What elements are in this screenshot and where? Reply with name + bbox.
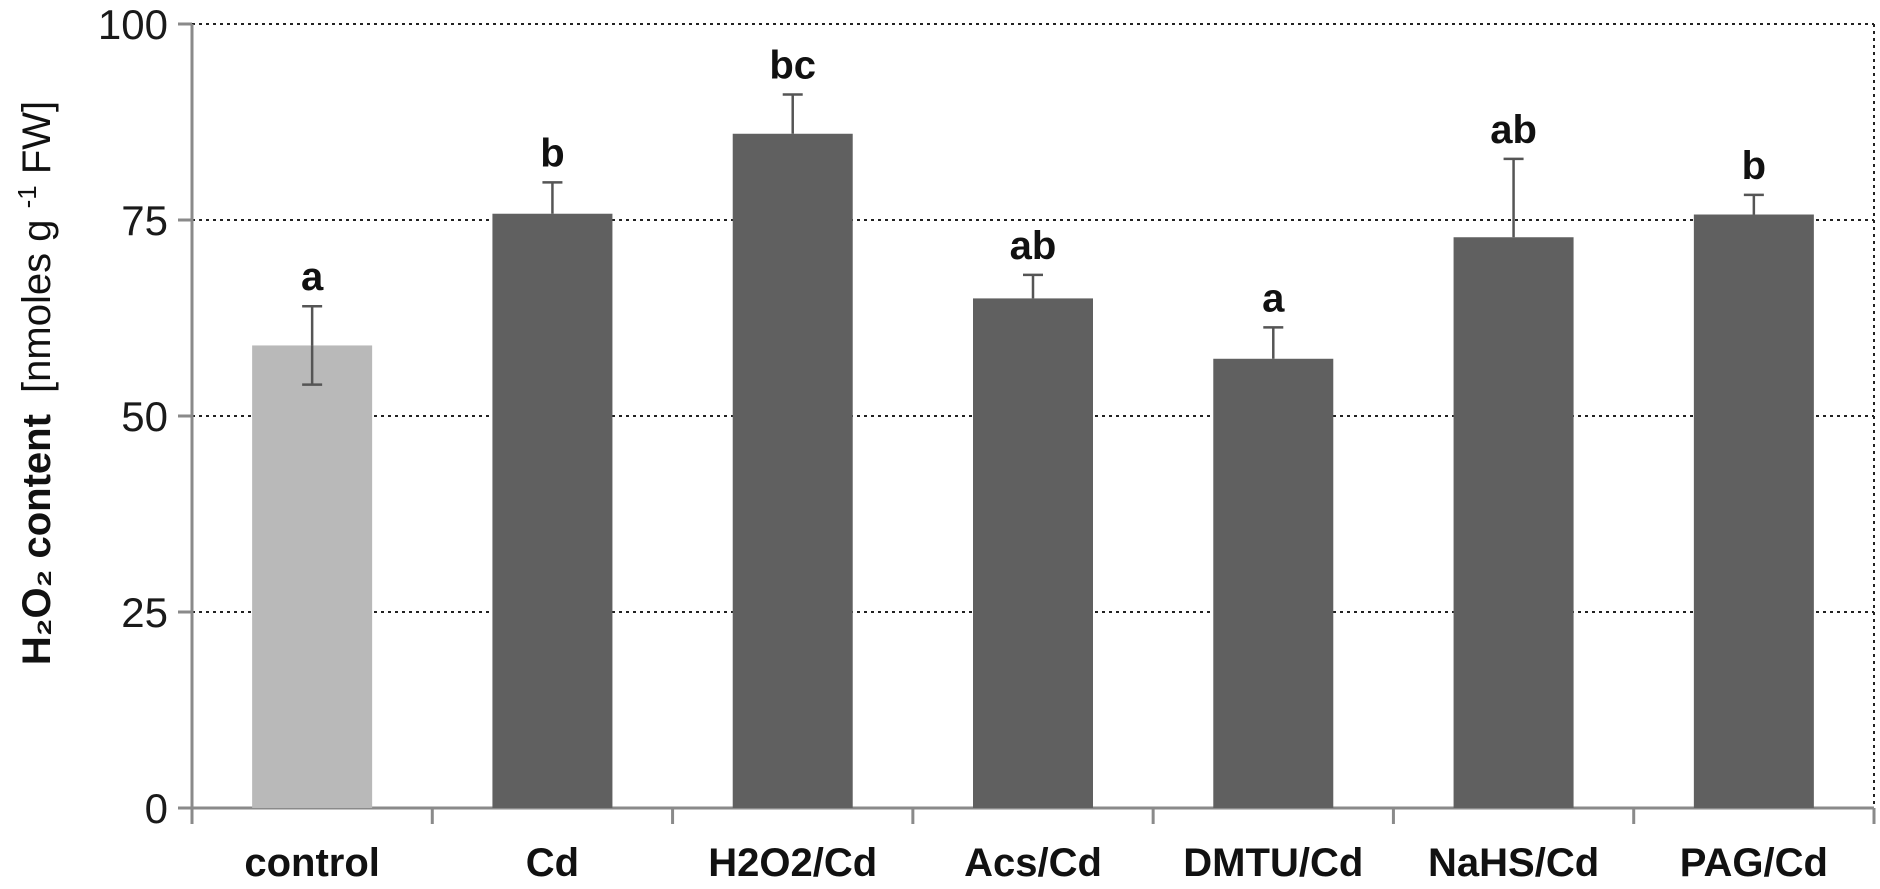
y-tick-label: 50 (121, 393, 168, 440)
y-tick-label: 0 (145, 785, 168, 832)
significance-label: b (1742, 144, 1766, 188)
x-tick-label: control (244, 841, 380, 885)
y-tick-label: 25 (121, 589, 168, 636)
significance-label: a (301, 255, 324, 299)
y-axis-title: H₂O₂ content [nmoles g -1 FW] (1, 101, 59, 665)
significance-label: ab (1010, 224, 1057, 268)
y-axis-title-main: H₂O₂ content (15, 414, 59, 665)
bar (1453, 237, 1574, 809)
bar (1213, 358, 1334, 808)
x-tick-label: NaHS/Cd (1428, 841, 1599, 885)
x-tick-label: H2O2/Cd (708, 841, 877, 885)
bar (732, 133, 853, 808)
bar (1693, 214, 1814, 809)
y-tick-label: 100 (98, 1, 168, 48)
bar (252, 345, 373, 808)
y-axis-title-unit-suffix: FW] (15, 101, 59, 174)
x-tick-label: DMTU/Cd (1183, 841, 1363, 885)
x-tick-label: Cd (526, 841, 579, 885)
y-axis-title-unit: [nmoles g (15, 220, 59, 393)
y-tick-label: 75 (121, 197, 168, 244)
significance-label: ab (1490, 108, 1537, 152)
y-axis-title-unit-sup: -1 (12, 185, 42, 208)
labels: 0 25 50 75 100 a control b Cd bc H2O2/Cd ab Acs/Cd a D… (98, 1, 1828, 885)
bar (492, 213, 613, 808)
x-tick-label: Acs/Cd (964, 841, 1102, 885)
gridlines (192, 23, 1875, 808)
significance-label: bc (769, 44, 816, 88)
bars (252, 133, 1814, 809)
bar (973, 298, 1093, 808)
significance-label: b (540, 131, 564, 175)
error-bars (302, 93, 1764, 386)
x-tick-label: PAG/Cd (1680, 841, 1828, 885)
significance-label: a (1262, 276, 1285, 320)
